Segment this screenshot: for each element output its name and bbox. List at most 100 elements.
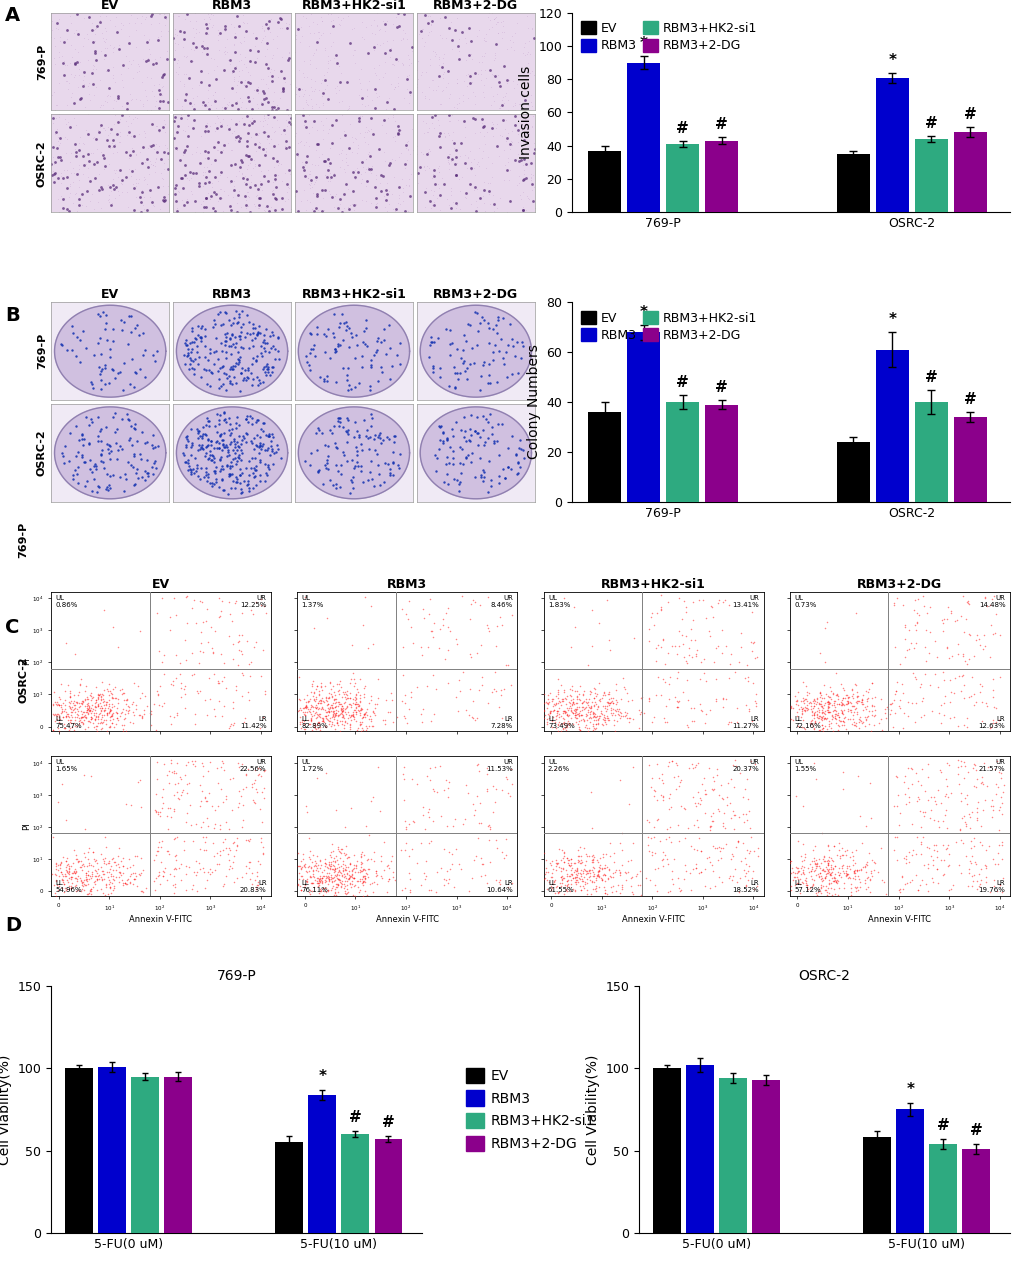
Point <box>593 713 609 733</box>
Point <box>59 880 75 900</box>
Point <box>824 683 841 703</box>
Point <box>321 699 337 719</box>
Point <box>725 777 741 797</box>
Point <box>950 644 966 665</box>
Point <box>132 202 149 222</box>
Point <box>209 404 225 425</box>
Point <box>301 860 317 881</box>
Point <box>895 703 911 723</box>
Point <box>590 613 606 633</box>
Point <box>93 445 109 465</box>
Point <box>358 719 374 740</box>
Point <box>332 698 348 718</box>
Point <box>266 339 282 360</box>
Point <box>311 691 327 712</box>
Point <box>458 447 474 468</box>
Point <box>584 845 600 866</box>
Point <box>713 812 730 833</box>
Point <box>200 141 216 161</box>
Point <box>897 766 913 787</box>
Point <box>229 797 246 817</box>
Point <box>986 698 1003 718</box>
Point <box>240 653 257 674</box>
Point <box>233 364 250 384</box>
Point <box>140 50 156 70</box>
Point <box>222 432 238 452</box>
Point <box>278 111 294 131</box>
Point <box>96 853 112 873</box>
Point <box>597 864 613 885</box>
Point <box>511 94 527 114</box>
Point <box>624 756 640 777</box>
Point <box>87 693 103 713</box>
Point <box>386 76 403 97</box>
Point <box>215 140 231 160</box>
Point <box>264 362 280 383</box>
Point <box>341 854 358 874</box>
Point <box>902 633 918 653</box>
Point <box>55 168 71 188</box>
Point <box>230 131 247 151</box>
Point <box>471 139 487 159</box>
Point <box>362 849 378 869</box>
Point <box>332 703 348 723</box>
Point <box>641 755 657 775</box>
Point <box>51 9 67 29</box>
Point <box>290 868 307 888</box>
Point <box>417 869 433 890</box>
Point <box>227 437 244 458</box>
Point <box>883 693 900 713</box>
Point <box>239 169 256 189</box>
Point <box>461 644 477 665</box>
Point <box>339 155 356 175</box>
Point <box>329 873 345 894</box>
Point <box>156 65 172 85</box>
Point <box>330 874 346 895</box>
Text: UL
1.55%: UL 1.55% <box>794 759 815 773</box>
Point <box>622 876 638 896</box>
Point <box>244 98 260 118</box>
Point <box>321 868 337 888</box>
Point <box>293 866 310 886</box>
Point <box>258 53 274 74</box>
Point <box>710 801 727 821</box>
Point <box>59 704 75 724</box>
Point <box>351 427 367 447</box>
Point <box>206 89 222 109</box>
Point <box>197 147 213 168</box>
Point <box>346 347 363 367</box>
Point <box>935 805 952 825</box>
Point <box>484 184 500 205</box>
Point <box>538 878 554 899</box>
Point <box>708 759 725 779</box>
Point <box>723 801 740 821</box>
Point <box>193 791 209 811</box>
Point <box>244 433 260 454</box>
Point <box>368 866 384 886</box>
Point <box>707 669 723 689</box>
Point <box>782 852 798 872</box>
Point <box>173 168 190 188</box>
Point <box>817 885 834 905</box>
Point <box>202 339 218 360</box>
Point <box>209 437 225 458</box>
Point <box>475 141 491 161</box>
Point <box>196 156 212 177</box>
Point <box>212 358 228 379</box>
Point <box>286 141 303 161</box>
Point <box>429 174 445 194</box>
Point <box>74 435 91 455</box>
Point <box>218 42 234 62</box>
Point <box>973 710 989 731</box>
Point <box>807 857 823 877</box>
Point <box>282 108 299 128</box>
Point <box>907 864 923 885</box>
Point <box>237 145 254 165</box>
Point <box>525 142 541 163</box>
Point <box>922 799 938 820</box>
Point <box>279 99 296 119</box>
Point <box>903 759 919 779</box>
Point <box>186 191 203 211</box>
Point <box>368 862 384 882</box>
Point <box>466 62 482 83</box>
